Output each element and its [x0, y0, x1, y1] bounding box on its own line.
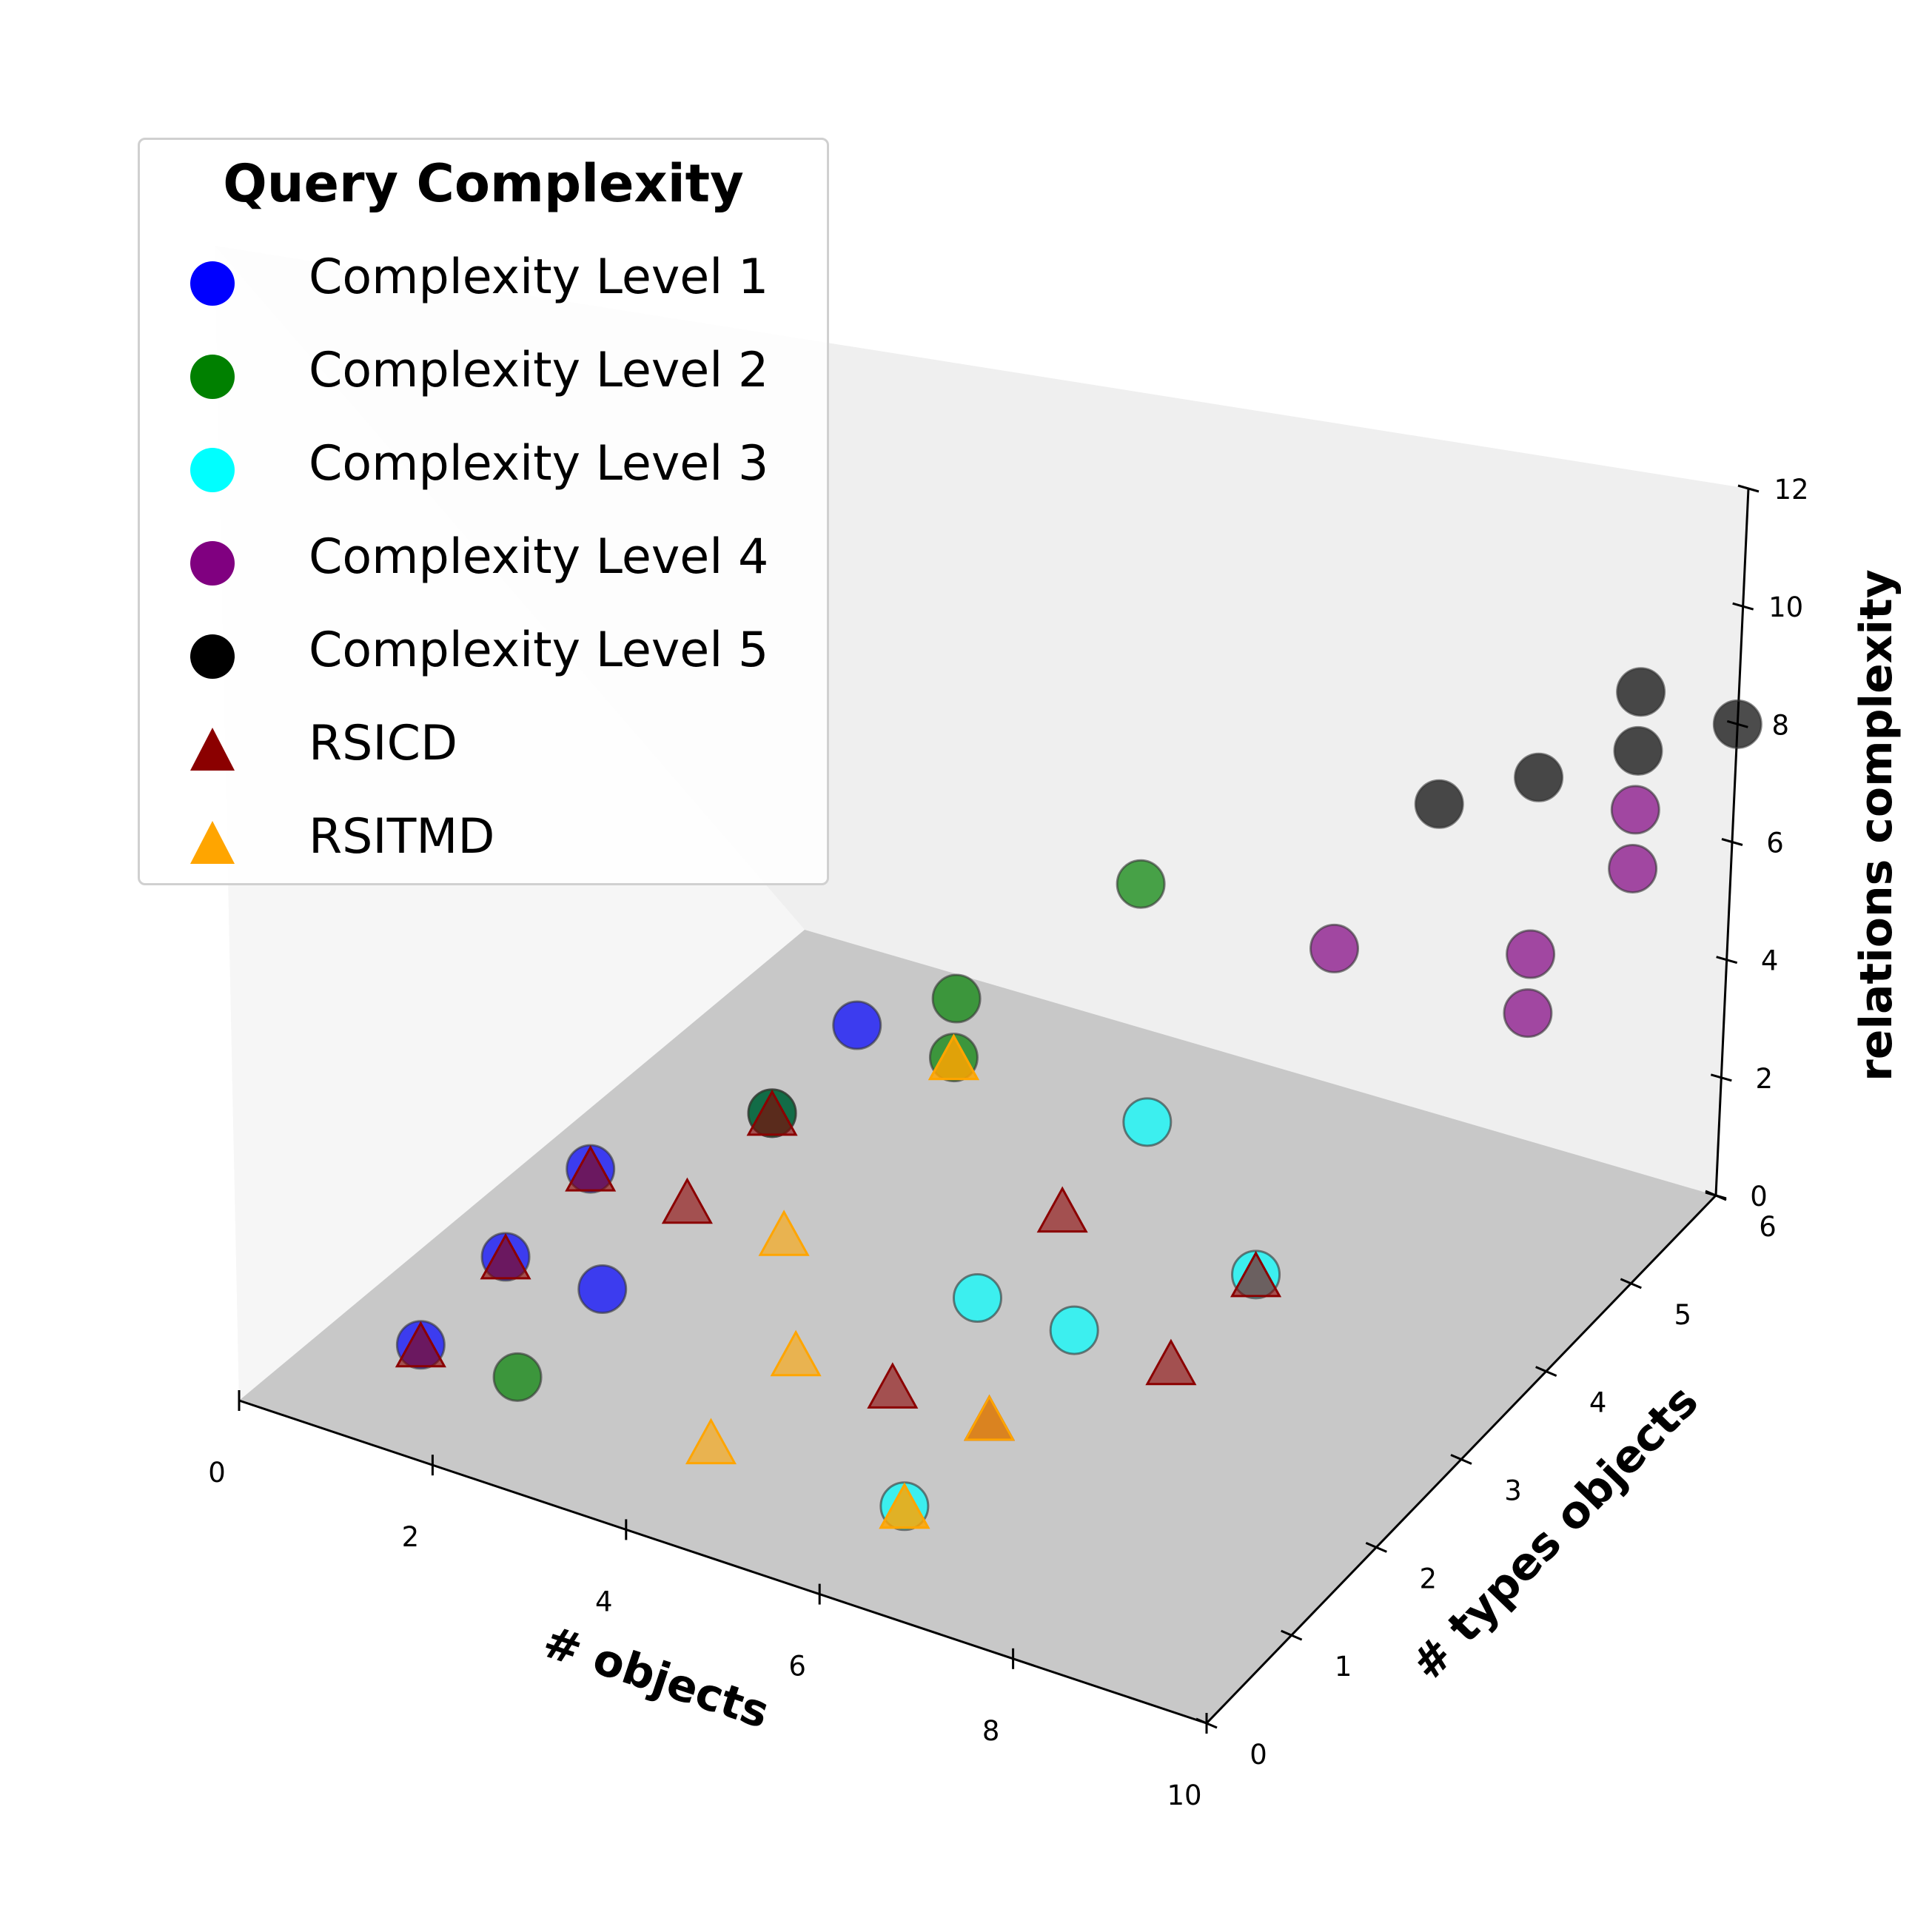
z-tick: [1732, 602, 1754, 611]
y-tick: [1535, 1366, 1557, 1378]
legend-item: RSICD: [140, 710, 827, 784]
legend-item: RSITMD: [140, 803, 827, 877]
z-tick-label: 10: [1768, 591, 1803, 623]
x-axis-line: [238, 1399, 1207, 1725]
legend-item: Complexity Level 1: [140, 244, 827, 318]
scatter-point-complexity-level-1: [577, 1264, 628, 1315]
legend-item: Complexity Level 4: [140, 523, 827, 597]
y-tick-label: 6: [1759, 1211, 1777, 1243]
scatter-point-rsicd: [661, 1177, 713, 1224]
scatter-point-complexity-level-2: [1116, 859, 1166, 909]
scatter-point-rsitmd: [879, 1482, 930, 1529]
y-tick: [1365, 1541, 1387, 1553]
y-tick: [1195, 1717, 1218, 1729]
scatter-point-complexity-level-3: [1122, 1097, 1173, 1147]
y-tick-label: 2: [1420, 1563, 1438, 1594]
z-tick: [1705, 1191, 1727, 1200]
scatter-point-complexity-level-5: [1514, 752, 1564, 802]
legend-label: Complexity Level 3: [309, 436, 769, 492]
y-tick-label: 1: [1335, 1651, 1352, 1683]
legend-title: Query Complexity: [223, 153, 744, 214]
circle-marker-icon: [190, 541, 235, 586]
legend-label: RSITMD: [309, 809, 495, 865]
y-tick-label: 4: [1589, 1387, 1607, 1419]
z-tick-label: 8: [1772, 709, 1790, 741]
y-tick-label: 5: [1674, 1299, 1692, 1331]
x-tick-label: 0: [208, 1457, 226, 1489]
scatter-point-complexity-level-3: [1049, 1305, 1099, 1355]
scatter-point-rsicd: [480, 1232, 531, 1280]
data-points: [395, 667, 1762, 1532]
legend-label: RSICD: [309, 716, 458, 771]
z-tick-label: 6: [1766, 828, 1784, 859]
x-tick-label: 8: [982, 1715, 1000, 1747]
z-tick: [1721, 838, 1743, 846]
scatter-point-rsicd: [565, 1144, 617, 1192]
scatter-point-rsicd: [1230, 1250, 1282, 1298]
triangle-marker-icon: [190, 728, 235, 771]
circle-marker-icon: [190, 634, 235, 679]
z-tick-label: 4: [1761, 945, 1779, 977]
scatter-point-rsicd: [1145, 1338, 1197, 1386]
scatter-point-complexity-level-1: [832, 1000, 882, 1050]
legend-item: Complexity Level 3: [140, 430, 827, 504]
scatter-point-complexity-level-2: [931, 973, 982, 1024]
scatter-point-rsitmd: [770, 1329, 822, 1377]
z-tick: [1737, 484, 1760, 493]
scatter-point-complexity-level-5: [1616, 667, 1666, 717]
y-tick: [1281, 1629, 1303, 1641]
scatter-point-rsicd: [395, 1321, 446, 1368]
x-tick-label: 4: [595, 1586, 613, 1617]
x-tick-label: 10: [1167, 1780, 1201, 1811]
y-tick: [1620, 1278, 1642, 1289]
scatter-point-complexity-level-4: [1503, 988, 1553, 1039]
legend-label: Complexity Level 4: [309, 529, 769, 585]
legend-item: Complexity Level 2: [140, 337, 827, 411]
circle-marker-icon: [190, 261, 235, 306]
scatter-point-rsitmd: [963, 1394, 1016, 1441]
scatter-point-complexity-level-2: [492, 1352, 543, 1402]
scatter-point-rsitmd: [685, 1418, 737, 1465]
legend-label: Complexity Level 5: [309, 623, 769, 678]
scatter-point-complexity-level-3: [953, 1273, 1002, 1323]
scatter-point-rsitmd: [758, 1210, 810, 1256]
scatter-point-complexity-level-5: [1712, 699, 1762, 749]
circle-marker-icon: [190, 355, 235, 399]
x-axis-label: # objects: [537, 1616, 775, 1739]
circle-marker-icon: [190, 448, 235, 492]
legend-item: Complexity Level 5: [140, 617, 827, 691]
z-tick: [1716, 956, 1738, 965]
y-tick: [1450, 1454, 1472, 1465]
z-tick-label: 0: [1750, 1181, 1768, 1212]
scatter-point-complexity-level-4: [1309, 923, 1360, 973]
y-tick-label: 3: [1504, 1475, 1522, 1507]
x-tick-label: 2: [402, 1521, 420, 1553]
z-tick-label: 2: [1756, 1063, 1774, 1095]
scatter-point-rsitmd: [928, 1033, 979, 1081]
legend-label: Complexity Level 2: [309, 343, 769, 398]
scatter-point-complexity-level-4: [1610, 785, 1660, 835]
legend-label: Complexity Level 1: [309, 249, 769, 305]
triangle-marker-icon: [190, 821, 235, 864]
scatter-point-complexity-level-4: [1506, 929, 1556, 979]
scatter-point-rsicd: [746, 1089, 798, 1136]
legend: Query Complexity Complexity Level 1 Compl…: [138, 138, 829, 885]
scatter-point-complexity-level-4: [1608, 843, 1658, 893]
scatter-point-rsicd: [1036, 1186, 1088, 1233]
scatter-point-complexity-level-5: [1613, 725, 1663, 776]
y-tick-label: 0: [1250, 1739, 1267, 1771]
x-tick-label: 6: [788, 1651, 806, 1683]
z-tick-label: 12: [1774, 474, 1808, 506]
floor-pane: [239, 930, 1716, 1723]
z-tick: [1710, 1073, 1732, 1082]
scatter-point-rsicd: [867, 1362, 919, 1409]
z-axis-label: relations complexity: [1851, 569, 1902, 1081]
scatter-point-complexity-level-5: [1414, 779, 1464, 829]
